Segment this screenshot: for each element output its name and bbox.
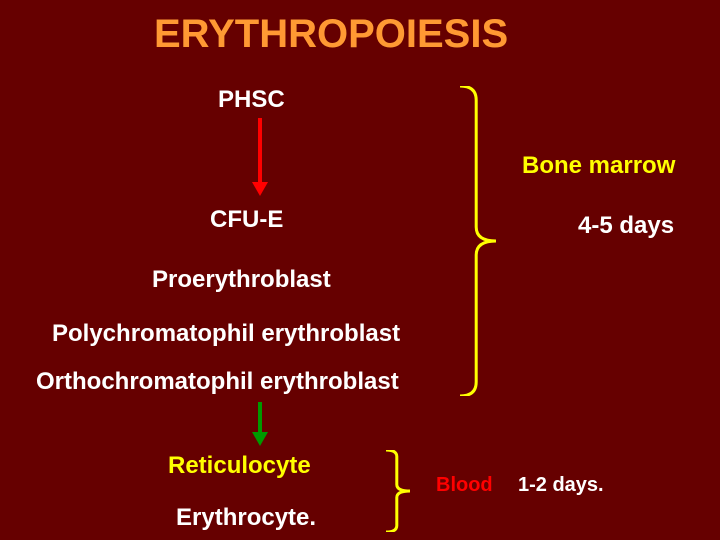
- annotation-4-5-days: 4-5 days: [578, 212, 674, 240]
- brace-small: [386, 450, 410, 532]
- arrow-down-2: [252, 402, 268, 446]
- arrow-down-1: [252, 118, 268, 196]
- stage-erythrocyte: Erythrocyte.: [176, 504, 316, 532]
- stage-reticulocyte: Reticulocyte: [168, 452, 311, 480]
- annotation-bone-marrow: Bone marrow: [522, 152, 675, 180]
- stage-orthochromatophil: Orthochromatophil erythroblast: [36, 368, 399, 396]
- brace-large: [460, 86, 496, 396]
- slide-background: [0, 0, 720, 540]
- title: ERYTHROPOIESIS: [154, 12, 508, 57]
- annotation-blood: Blood: [436, 474, 493, 497]
- stage-cfue: CFU-E: [210, 206, 283, 234]
- stage-phsc: PHSC: [218, 86, 285, 114]
- stage-polychromatophil: Polychromatophil erythroblast: [52, 320, 400, 348]
- annotation-1-2-days: 1-2 days.: [518, 474, 604, 497]
- stage-proerythroblast: Proerythroblast: [152, 266, 331, 294]
